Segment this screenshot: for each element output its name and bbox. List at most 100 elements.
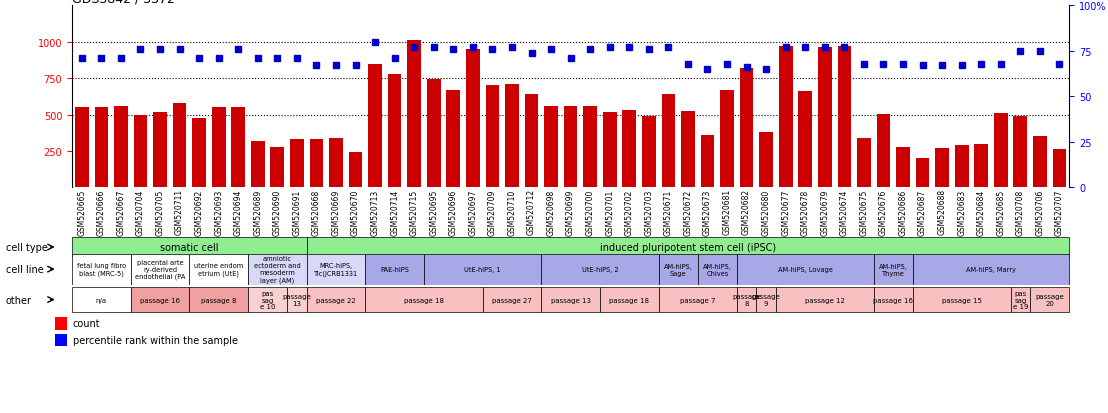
Text: GSM520670: GSM520670 [351, 189, 360, 235]
Bar [1053, 150, 1066, 188]
Text: GSM520677: GSM520677 [781, 189, 790, 235]
Bar [818, 48, 832, 188]
Bar [681, 112, 695, 188]
Bar [1033, 136, 1047, 188]
Text: GSM520715: GSM520715 [410, 189, 419, 235]
Bar [290, 140, 304, 188]
Text: GSM520706: GSM520706 [1035, 189, 1045, 235]
Text: GSM520708: GSM520708 [1016, 189, 1025, 235]
Bar [874, 287, 913, 313]
Text: fetal lung fibro
blast (MRC-5): fetal lung fibro blast (MRC-5) [76, 263, 126, 276]
Bar [913, 254, 1069, 285]
Bar [248, 287, 287, 313]
Bar [388, 74, 401, 188]
Bar [131, 287, 189, 313]
Bar [287, 287, 307, 313]
Bar [153, 113, 167, 188]
Bar [525, 95, 538, 188]
Text: GSM520700: GSM520700 [586, 189, 595, 235]
Text: PAE-hiPS: PAE-hiPS [380, 266, 409, 273]
Bar [447, 91, 460, 188]
Text: passage
13: passage 13 [283, 294, 311, 306]
Text: passage 22: passage 22 [316, 297, 356, 303]
Text: GSM520694: GSM520694 [234, 189, 243, 235]
Bar [779, 47, 792, 188]
Bar [720, 90, 733, 188]
Text: GSM520691: GSM520691 [293, 189, 301, 235]
Bar [483, 287, 542, 313]
Bar [623, 111, 636, 188]
Text: GSM520675: GSM520675 [860, 189, 869, 235]
Text: GSM520669: GSM520669 [331, 189, 340, 235]
Bar [427, 80, 441, 188]
Bar [759, 133, 773, 188]
Text: passage
9: passage 9 [751, 294, 780, 306]
Text: GSM520668: GSM520668 [312, 189, 321, 235]
Text: placental arte
ry-derived
endothelial (PA: placental arte ry-derived endothelial (P… [135, 259, 185, 280]
Text: GSM520679: GSM520679 [820, 189, 829, 235]
Bar [189, 254, 248, 285]
Bar [799, 92, 812, 188]
Bar [542, 254, 658, 285]
Bar [466, 50, 480, 188]
Bar [876, 114, 891, 188]
Bar [366, 287, 483, 313]
Bar [974, 144, 988, 188]
Text: GSM520707: GSM520707 [1055, 189, 1064, 235]
Bar [661, 95, 675, 188]
Bar [1010, 287, 1030, 313]
Text: GSM520703: GSM520703 [645, 189, 654, 235]
Text: GSM520688: GSM520688 [937, 189, 946, 235]
Text: GSM520674: GSM520674 [840, 189, 849, 235]
Bar [599, 287, 658, 313]
Text: GSM520685: GSM520685 [996, 189, 1005, 235]
Text: GSM520672: GSM520672 [684, 189, 692, 235]
Bar [994, 114, 1007, 188]
Text: GSM520714: GSM520714 [390, 189, 399, 235]
Text: GSM520686: GSM520686 [899, 189, 907, 235]
Bar [737, 287, 757, 313]
Bar [309, 139, 324, 188]
Text: GSM520667: GSM520667 [116, 189, 125, 235]
Text: GSM520681: GSM520681 [722, 189, 731, 235]
Text: UtE-hiPS, 1: UtE-hiPS, 1 [464, 266, 501, 273]
Text: AM-hiPS, Marry: AM-hiPS, Marry [966, 266, 1016, 273]
Text: passage 13: passage 13 [551, 297, 591, 303]
Bar [896, 147, 910, 188]
Bar [232, 108, 245, 188]
Text: GSM520689: GSM520689 [254, 189, 263, 235]
Bar [366, 254, 424, 285]
Bar [134, 115, 147, 188]
Text: GSM520699: GSM520699 [566, 189, 575, 235]
Bar [658, 254, 698, 285]
Bar [603, 112, 616, 188]
Text: GSM520705: GSM520705 [155, 189, 164, 235]
Text: GSM520701: GSM520701 [605, 189, 614, 235]
Bar [270, 147, 284, 188]
Bar [955, 146, 968, 188]
Text: GSM520698: GSM520698 [546, 189, 555, 235]
Text: GSM520710: GSM520710 [507, 189, 516, 235]
Bar [55, 318, 68, 330]
Text: GSM520671: GSM520671 [664, 189, 673, 235]
Text: GSM520695: GSM520695 [429, 189, 439, 235]
Bar [349, 153, 362, 188]
Bar [329, 138, 342, 188]
Text: passage 18: passage 18 [609, 297, 649, 303]
Bar [75, 108, 89, 188]
Text: GDS3842 / 3372: GDS3842 / 3372 [72, 0, 175, 5]
Text: percentile rank within the sample: percentile rank within the sample [73, 335, 238, 345]
Bar [307, 238, 1069, 257]
Text: passage 16: passage 16 [140, 297, 179, 303]
Text: AM-hiPS, Lovage: AM-hiPS, Lovage [778, 266, 833, 273]
Bar [173, 104, 186, 188]
Text: count: count [73, 319, 101, 329]
Bar [776, 287, 874, 313]
Text: GSM520684: GSM520684 [977, 189, 986, 235]
Text: AM-hiPS,
Thyme: AM-hiPS, Thyme [879, 263, 907, 276]
Text: AM-hiPS,
Chives: AM-hiPS, Chives [702, 263, 731, 276]
Text: GSM520709: GSM520709 [488, 189, 496, 235]
Text: passage 15: passage 15 [942, 297, 982, 303]
Text: amniotic
ectoderm and
mesoderm
layer (AM): amniotic ectoderm and mesoderm layer (AM… [254, 256, 300, 283]
Text: pas
sag
e 10: pas sag e 10 [259, 290, 275, 309]
